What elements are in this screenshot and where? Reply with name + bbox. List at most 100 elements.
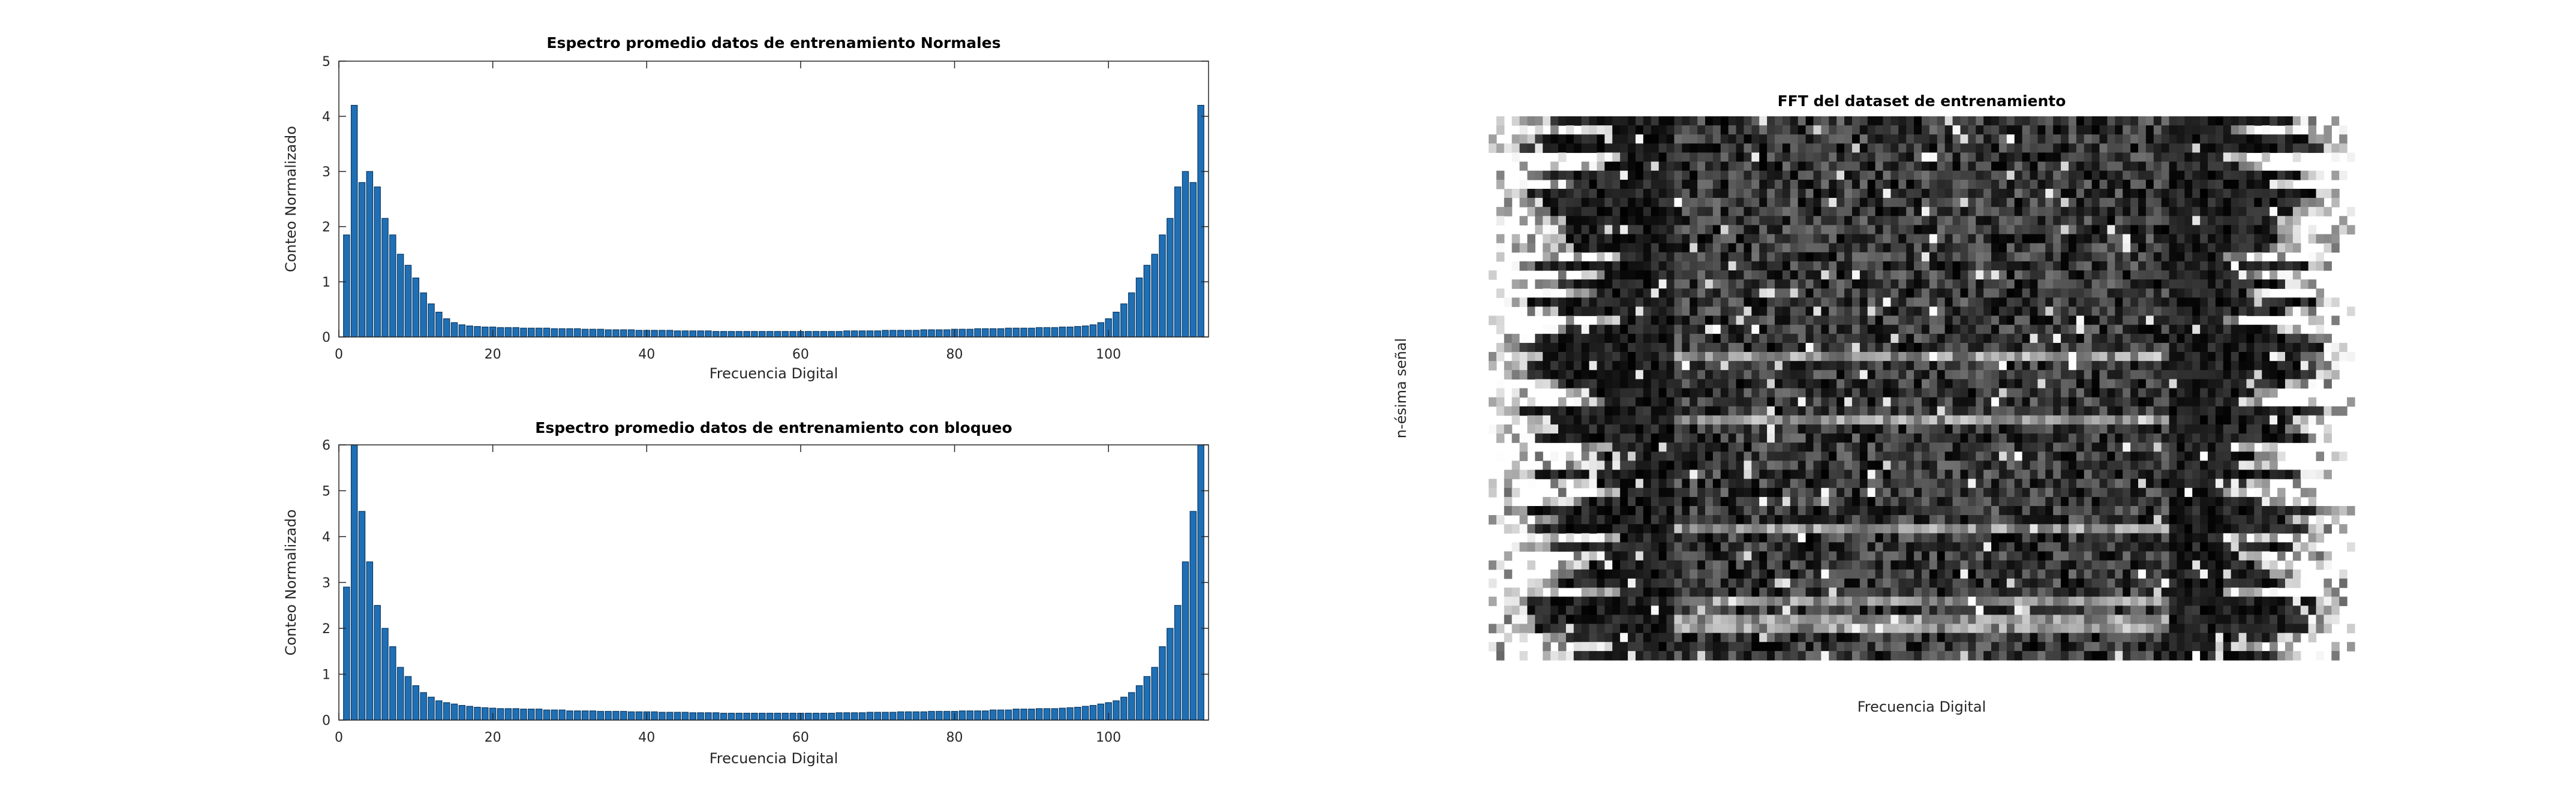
heatmap-cell	[1790, 370, 1799, 380]
heatmap-cell	[2084, 388, 2093, 398]
heatmap-cell	[2138, 487, 2147, 498]
heatmap-cell	[1565, 234, 1574, 244]
heatmap-cell	[1744, 451, 1752, 462]
heatmap-cell	[1736, 188, 1745, 198]
bar	[581, 710, 589, 721]
heatmap-cell	[1744, 415, 1752, 425]
heatmap-cell	[1844, 442, 1853, 452]
heatmap-cell	[2331, 515, 2340, 525]
heatmap-cell	[2014, 515, 2023, 525]
heatmap-cell	[1674, 216, 1682, 225]
heatmap-cell	[1720, 324, 1729, 335]
heatmap-cell	[1976, 270, 1984, 280]
heatmap-cell	[2037, 515, 2046, 525]
heatmap-cell	[1604, 252, 1613, 262]
heatmap-cell	[2045, 324, 2054, 335]
heatmap-cell	[1728, 487, 1737, 498]
heatmap-cell	[2208, 361, 2216, 371]
heatmap-cell	[2223, 152, 2232, 162]
heatmap-cell	[1883, 496, 1892, 507]
heatmap-cell	[1682, 279, 1690, 289]
heatmap-cell	[1875, 279, 1884, 289]
heatmap-cell	[2061, 170, 2069, 180]
heatmap-cell	[1573, 469, 1582, 480]
heatmap-cell	[1504, 207, 1513, 216]
heatmap-cell	[1604, 397, 1613, 407]
heatmap-cell	[2030, 152, 2038, 162]
heatmap-cell	[1875, 161, 1884, 171]
heatmap-cell	[2130, 152, 2139, 162]
heatmap-cell	[2169, 415, 2178, 425]
heatmap-cell	[2091, 170, 2100, 180]
heatmap-cell	[1697, 515, 1706, 525]
heatmap-cell	[2130, 216, 2139, 225]
heatmap-cell	[1635, 342, 1644, 353]
heatmap-cell	[2208, 216, 2216, 225]
heatmap-cell	[2138, 306, 2147, 317]
heatmap-cell	[1991, 496, 2000, 507]
heatmap-cell	[2130, 225, 2139, 235]
heatmap-cell	[2076, 152, 2085, 162]
heatmap-cell	[1782, 506, 1791, 516]
heatmap-cell	[2068, 315, 2077, 326]
bar	[966, 329, 973, 338]
heatmap-cell	[1573, 478, 1582, 489]
heatmap-cell	[2200, 225, 2208, 235]
heatmap-cell	[1944, 170, 1953, 180]
heatmap-cell	[2130, 243, 2139, 253]
heatmap-cell	[1489, 424, 1497, 434]
heatmap-cell	[1929, 478, 1938, 489]
bar	[1174, 605, 1182, 721]
heatmap-cell	[1805, 125, 1814, 135]
heatmap-cell	[1790, 252, 1799, 262]
heatmap-cell	[1643, 252, 1652, 262]
heatmap-cell	[1968, 397, 1976, 407]
heatmap-cell	[1628, 424, 1636, 434]
heatmap-cell	[2068, 179, 2077, 189]
heatmap-cell	[1744, 406, 1752, 416]
heatmap-cell	[1782, 198, 1791, 207]
heatmap-cell	[2161, 361, 2170, 371]
heatmap-cell	[2231, 397, 2240, 407]
heatmap-cell	[1643, 379, 1652, 389]
heatmap-cell	[2308, 188, 2317, 198]
heatmap-cell	[1929, 361, 1938, 371]
heatmap-cell	[1929, 469, 1938, 480]
heatmap-cell	[2061, 506, 2069, 516]
bar	[997, 328, 1005, 338]
heatmap-cell	[2068, 361, 2077, 371]
heatmap-cell	[1558, 415, 1567, 425]
heatmap-cell	[1767, 279, 1775, 289]
x-tick-label: 40	[638, 347, 655, 362]
heatmap-cell	[1705, 134, 1714, 144]
heatmap-cell	[1728, 415, 1737, 425]
heatmap-cell	[2123, 225, 2131, 235]
heatmap-cell	[2037, 243, 2046, 253]
heatmap-cell	[2177, 333, 2185, 344]
heatmap-cell	[2091, 261, 2100, 271]
heatmap-cell	[1581, 388, 1590, 398]
heatmap-cell	[1543, 496, 1551, 507]
heatmap-cell	[1944, 143, 1953, 153]
heatmap-cell	[1929, 442, 1938, 452]
heatmap-cell	[2184, 487, 2193, 498]
heatmap-cell	[2107, 379, 2115, 389]
bar	[1143, 676, 1151, 721]
heatmap-cell	[2161, 415, 2170, 425]
heatmap-cell	[1844, 342, 1853, 353]
heatmap-cell	[1496, 379, 1505, 389]
heatmap-cell	[1821, 460, 1829, 471]
heatmap-cell	[2277, 451, 2286, 462]
heatmap-cell	[2231, 406, 2240, 416]
heatmap-cell	[1658, 243, 1667, 253]
heatmap-cell	[2192, 198, 2201, 207]
heatmap-cell	[2308, 487, 2317, 498]
heatmap-cell	[2200, 152, 2208, 162]
heatmap-cell	[2076, 324, 2085, 335]
heatmap-cell	[1720, 424, 1729, 434]
heatmap-cell	[1775, 469, 1783, 480]
heatmap-cell	[1782, 415, 1791, 425]
heatmap-cell	[1821, 342, 1829, 353]
heatmap-cell	[1944, 179, 1953, 189]
bar	[358, 511, 366, 721]
